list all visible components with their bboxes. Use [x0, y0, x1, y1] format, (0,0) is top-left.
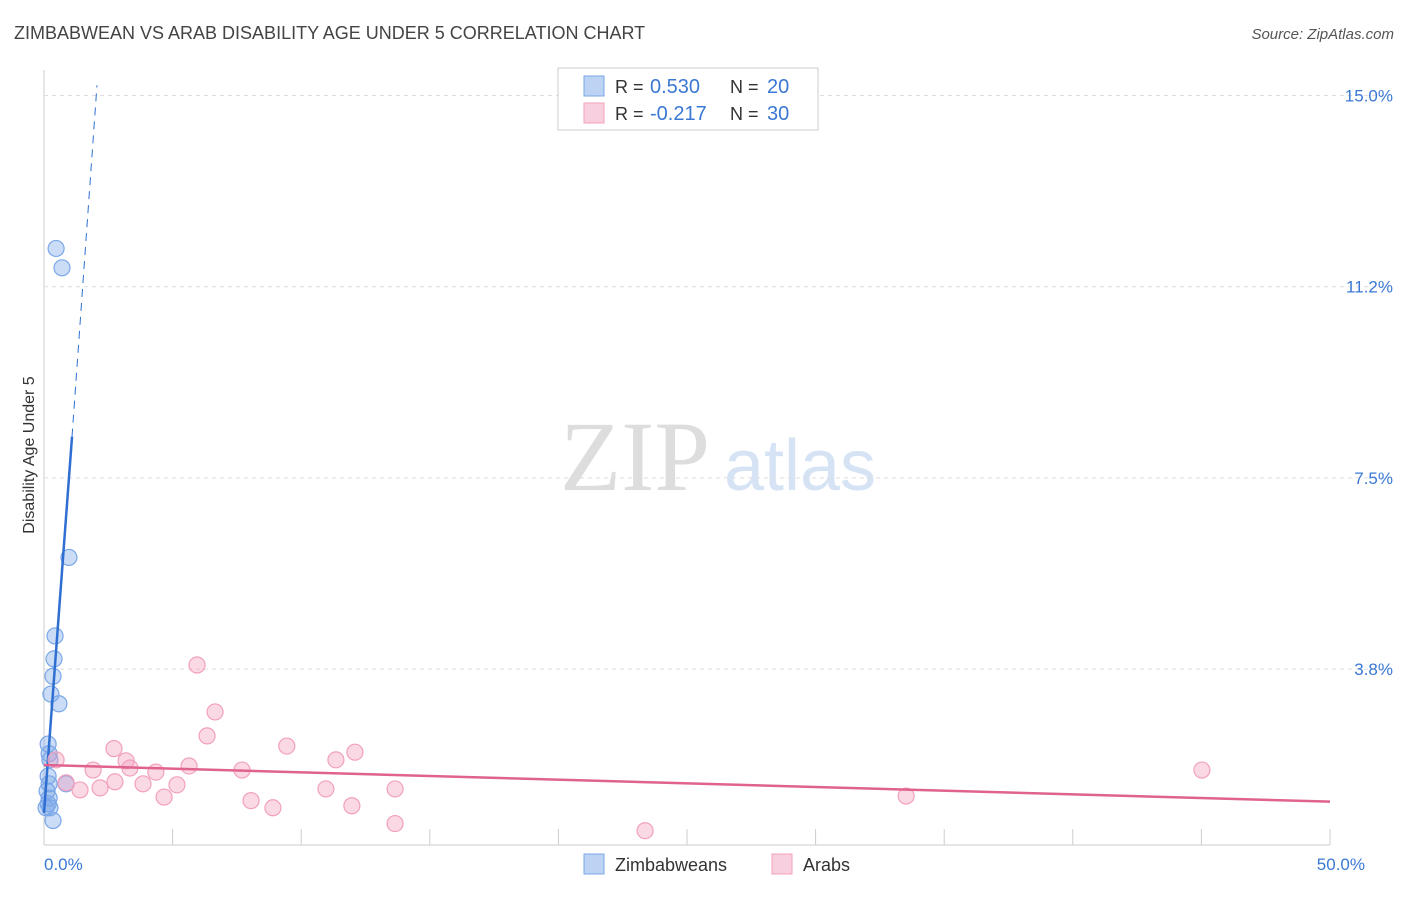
y-axis-label: Disability Age Under 5: [21, 376, 38, 534]
point: [106, 773, 124, 791]
r-value: 0.530: [650, 76, 700, 98]
source: Source: ZipAtlas.com: [1251, 26, 1394, 43]
point: [1193, 761, 1211, 779]
legend-label: Arabs: [803, 855, 850, 875]
legend-swatch: [583, 75, 605, 97]
point: [168, 776, 186, 794]
watermark: ZIP: [560, 401, 710, 512]
point: [71, 781, 89, 799]
point: [327, 751, 345, 769]
point: [47, 239, 65, 258]
point: [278, 737, 296, 755]
y-tick-label: 11.2%: [1346, 278, 1393, 297]
point: [188, 656, 206, 674]
legend-label: Zimbabweans: [615, 855, 727, 875]
r-value: -0.217: [650, 103, 707, 125]
point: [264, 799, 282, 817]
point: [206, 703, 224, 721]
legend-swatch: [771, 853, 793, 875]
point: [60, 548, 78, 567]
x-tick-label: 50.0%: [1317, 855, 1365, 874]
point: [180, 757, 198, 775]
n-value: 20: [767, 76, 789, 98]
point: [57, 774, 75, 792]
chart-title: ZIMBABWEAN VS ARAB DISABILITY AGE UNDER …: [14, 23, 645, 43]
point: [897, 787, 915, 805]
point: [317, 780, 335, 798]
watermark: atlas: [724, 426, 876, 506]
point: [84, 761, 102, 779]
point: [47, 751, 65, 769]
stat-label: N =: [730, 104, 759, 124]
point: [105, 740, 123, 758]
stat-label: N =: [730, 77, 759, 97]
stat-label: R =: [615, 104, 644, 124]
y-tick-label: 3.8%: [1354, 660, 1393, 679]
point: [155, 788, 173, 806]
x-tick-label: 0.0%: [44, 855, 83, 874]
point: [46, 627, 64, 645]
point: [147, 763, 165, 781]
y-tick-label: 7.5%: [1354, 469, 1393, 488]
trend-line: [42, 436, 74, 813]
legend-swatch: [583, 102, 605, 124]
stat-label: R =: [615, 77, 644, 97]
trend-line: [43, 763, 1331, 803]
legend-swatch: [583, 853, 605, 875]
point: [91, 779, 109, 797]
point: [386, 814, 404, 833]
point: [386, 780, 404, 798]
point: [53, 259, 71, 277]
point: [242, 792, 260, 810]
point: [37, 799, 55, 817]
y-tick-label: 15.0%: [1345, 86, 1393, 105]
point: [636, 822, 654, 840]
point: [134, 775, 152, 793]
n-value: 30: [767, 103, 789, 125]
point: [346, 743, 364, 761]
point: [343, 797, 361, 815]
point: [198, 727, 216, 745]
trend-line: [71, 85, 98, 437]
